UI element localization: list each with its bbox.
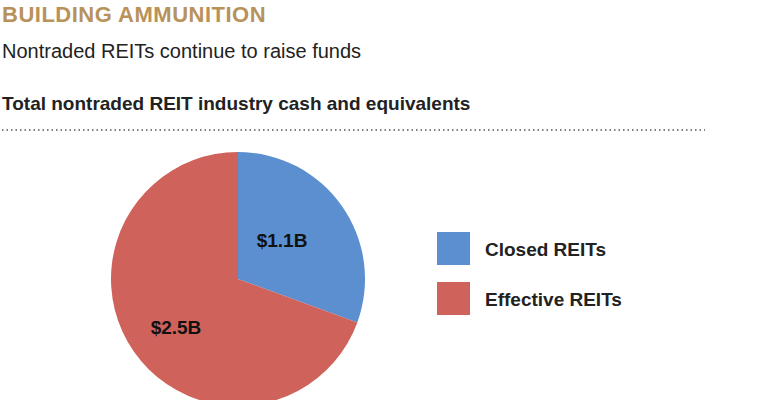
legend-item: Closed REITs bbox=[437, 232, 606, 265]
legend-item: Effective REITs bbox=[437, 282, 622, 315]
pie-slice bbox=[111, 152, 357, 400]
subtitle: Nontraded REITs continue to raise funds bbox=[2, 40, 361, 62]
legend: Closed REITs Effective REITs bbox=[437, 232, 622, 315]
title: BUILDING AMMUNITION bbox=[2, 2, 266, 27]
data-labels: $1.1B $2.5B bbox=[151, 230, 308, 338]
plot-area bbox=[111, 152, 365, 400]
chart-heading: Total nontraded REIT industry cash and e… bbox=[2, 93, 470, 114]
legend-swatch bbox=[437, 282, 470, 315]
legend-swatch bbox=[437, 232, 470, 265]
legend-label: Effective REITs bbox=[485, 289, 622, 310]
data-label: $1.1B bbox=[257, 230, 308, 251]
chart-canvas: BUILDING AMMUNITION Nontraded REITs conti… bbox=[0, 0, 770, 400]
data-label: $2.5B bbox=[151, 317, 202, 338]
legend-label: Closed REITs bbox=[485, 239, 606, 260]
divider bbox=[2, 129, 705, 131]
